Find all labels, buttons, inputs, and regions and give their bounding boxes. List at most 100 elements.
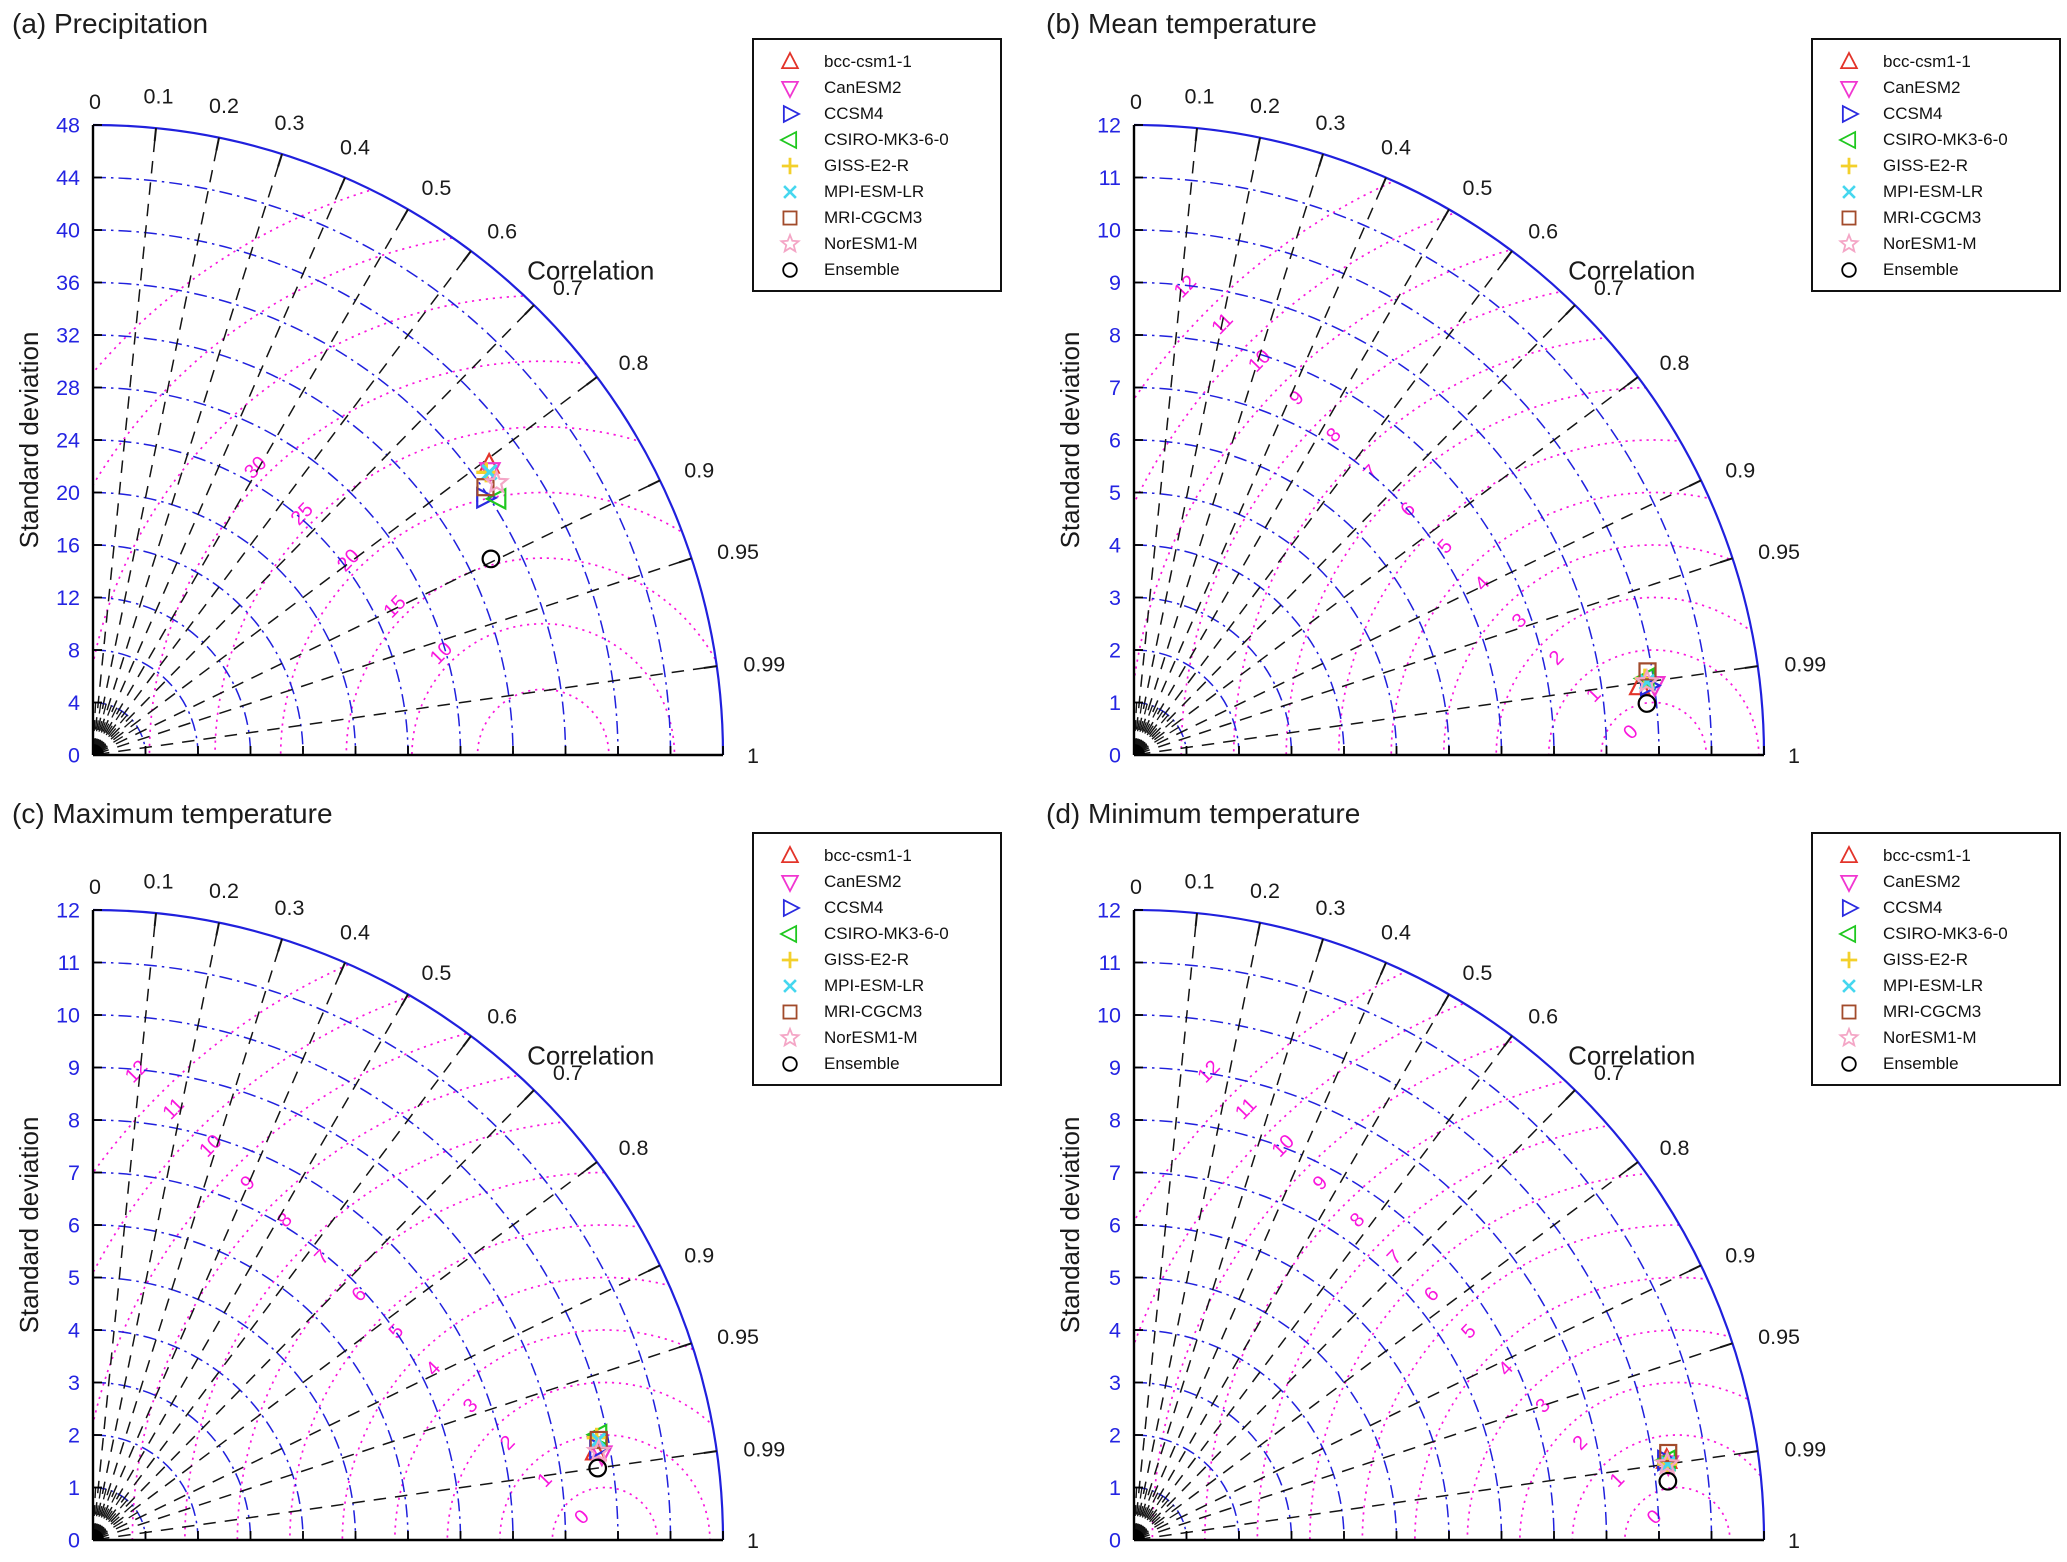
legend-label: CanESM2 bbox=[824, 78, 902, 97]
triangle-right-icon bbox=[782, 104, 801, 124]
sd-tick-label: 1 bbox=[1109, 1476, 1121, 1500]
sd-tick-label: 11 bbox=[58, 951, 80, 975]
legend-item: Ensemble bbox=[768, 257, 994, 283]
correlation-tick-label: 0.7 bbox=[1594, 276, 1624, 300]
y-axis-title: Standard deviation bbox=[1055, 332, 1085, 549]
correlation-tick-label: 0.9 bbox=[1725, 459, 1755, 483]
rmsd-contour-label: 2 bbox=[1568, 1431, 1592, 1454]
rmsd-contour-label: 10 bbox=[426, 638, 457, 669]
correlation-tick-label: 0.95 bbox=[1758, 540, 1800, 564]
sd-tick-label: 7 bbox=[68, 1161, 80, 1185]
rmsd-contour-label: 12 bbox=[121, 1056, 152, 1087]
plus-icon bbox=[1840, 157, 1858, 175]
plus-icon bbox=[781, 157, 799, 175]
sd-tick-label: 8 bbox=[1109, 1109, 1121, 1133]
star-icon bbox=[779, 232, 801, 254]
legend-label: CanESM2 bbox=[824, 872, 902, 891]
legend-item: GISS-E2-R bbox=[1827, 947, 2053, 973]
x-icon bbox=[1842, 979, 1856, 993]
sd-tick-label: 4 bbox=[1109, 534, 1121, 558]
triangle-left-icon bbox=[1838, 130, 1857, 150]
legend-item: CanESM2 bbox=[1827, 869, 2053, 895]
legend-label: CSIRO-MK3-6-0 bbox=[824, 130, 949, 149]
legend-label: NorESM1-M bbox=[1883, 1028, 1977, 1047]
correlation-tick-label: 0 bbox=[1130, 875, 1142, 899]
sd-tick-label: 3 bbox=[68, 1371, 80, 1395]
rmsd-contour-label: 5 bbox=[1457, 1320, 1481, 1343]
legend-label: MPI-ESM-LR bbox=[824, 182, 925, 201]
triangle-up-icon bbox=[1839, 845, 1859, 864]
sd-tick-label: 32 bbox=[56, 324, 80, 348]
correlation-tick-label: 0.3 bbox=[275, 896, 305, 920]
sd-tick-label: 9 bbox=[1109, 271, 1121, 295]
data-point-MRI-CGCM3 bbox=[1659, 1443, 1678, 1463]
correlation-tick-label: 0.99 bbox=[1784, 652, 1826, 676]
sd-tick-label: 12 bbox=[1097, 114, 1121, 138]
panel-b-title: (b) Mean temperature bbox=[1046, 8, 1317, 39]
legend-item: Ensemble bbox=[768, 1051, 994, 1077]
triangle-right-icon bbox=[782, 898, 801, 918]
legend-item: CanESM2 bbox=[768, 869, 994, 895]
legend-label: Ensemble bbox=[824, 1054, 900, 1073]
data-point-Ensemble bbox=[588, 1458, 608, 1478]
rmsd-contour-label: 11 bbox=[159, 1094, 189, 1124]
legend-item: bcc-csm1-1 bbox=[768, 843, 994, 869]
triangle-up-icon bbox=[1839, 51, 1859, 70]
triangle-left-icon bbox=[1838, 924, 1857, 944]
legend-label: CCSM4 bbox=[824, 104, 884, 123]
legend-panel-d: bcc-csm1-1 CanESM2 CCSM4 CSIRO-MK3-6-0 GISS-… bbox=[1811, 832, 2061, 1086]
rmsd-contour-label: 8 bbox=[1322, 424, 1346, 447]
circle-icon bbox=[782, 1056, 798, 1072]
sd-tick-label: 8 bbox=[1109, 324, 1121, 348]
triangle-up-icon bbox=[1839, 845, 1859, 864]
legend-label: GISS-E2-R bbox=[1883, 950, 1969, 969]
legend-label: MPI-ESM-LR bbox=[1883, 182, 1984, 201]
rmsd-contour-label: 9 bbox=[1285, 387, 1309, 410]
star-icon bbox=[779, 1026, 801, 1048]
triangle-up-icon bbox=[780, 51, 800, 70]
sd-tick-label: 36 bbox=[56, 271, 80, 295]
rmsd-contour-label: 8 bbox=[273, 1209, 297, 1232]
triangle-down-icon bbox=[1839, 80, 1859, 99]
correlation-tick-label: 0.6 bbox=[487, 1004, 517, 1028]
triangle-left-icon bbox=[779, 130, 798, 150]
sd-tick-label: 2 bbox=[1109, 1424, 1121, 1448]
legend-item: GISS-E2-R bbox=[768, 947, 994, 973]
correlation-tick-label: 0.4 bbox=[1381, 136, 1411, 160]
correlation-tick-label: 0.7 bbox=[1594, 1061, 1624, 1085]
square-icon bbox=[782, 210, 798, 226]
rmsd-contour-label: 4 bbox=[1494, 1357, 1518, 1380]
panel-a-title: (a) Precipitation bbox=[12, 8, 209, 39]
legend-item: CSIRO-MK3-6-0 bbox=[1827, 921, 2053, 947]
sd-tick-label: 4 bbox=[68, 1319, 80, 1343]
correlation-tick-label: 0.6 bbox=[1528, 1004, 1558, 1028]
triangle-right-icon bbox=[1841, 898, 1860, 918]
correlation-tick-label: 0.95 bbox=[717, 1325, 759, 1349]
correlation-tick-label: 0.8 bbox=[619, 1136, 649, 1160]
legend-label: Ensemble bbox=[824, 260, 900, 279]
sd-tick-label: 28 bbox=[56, 376, 80, 400]
sd-tick-label: 11 bbox=[1099, 166, 1121, 190]
correlation-tick-label: 0.6 bbox=[487, 219, 517, 243]
data-point-CCSM4 bbox=[476, 486, 499, 510]
legend-item: CCSM4 bbox=[768, 101, 994, 127]
correlation-tick-label: 0.1 bbox=[1185, 869, 1215, 893]
triangle-up-icon bbox=[1839, 51, 1859, 70]
correlation-tick-label: 0.8 bbox=[619, 351, 649, 375]
data-point-Ensemble bbox=[481, 549, 501, 569]
correlation-tick-label: 0.8 bbox=[1660, 351, 1690, 375]
legend-item: CCSM4 bbox=[1827, 101, 2053, 127]
legend-panel-c: bcc-csm1-1 CanESM2 CCSM4 CSIRO-MK3-6-0 GISS-… bbox=[752, 832, 1002, 1086]
rmsd-contour-label: 0 bbox=[1619, 721, 1643, 744]
x-icon bbox=[783, 185, 797, 199]
rmsd-contour-label: 10 bbox=[195, 1130, 226, 1161]
triangle-right-icon bbox=[1841, 898, 1860, 918]
legend-label: MRI-CGCM3 bbox=[1883, 1002, 1982, 1021]
star-icon bbox=[1838, 1026, 1860, 1048]
rmsd-contour-label: 6 bbox=[1420, 1283, 1444, 1306]
correlation-tick-label: 0.5 bbox=[1463, 961, 1493, 985]
sd-tick-label: 44 bbox=[56, 166, 80, 190]
square-icon bbox=[1841, 210, 1857, 226]
